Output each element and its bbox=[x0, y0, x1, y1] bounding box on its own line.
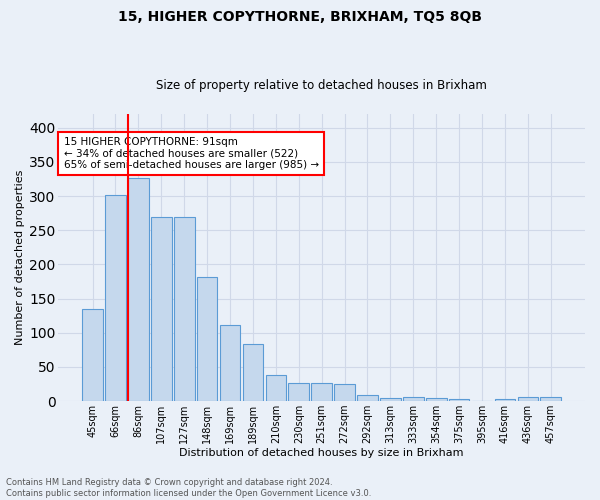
Bar bbox=[82, 309, 103, 401]
Bar bbox=[151, 216, 172, 401]
Bar bbox=[220, 324, 241, 401]
Text: 15 HIGHER COPYTHORNE: 91sqm
← 34% of detached houses are smaller (522)
65% of se: 15 HIGHER COPYTHORNE: 91sqm ← 34% of det… bbox=[64, 137, 319, 170]
Bar bbox=[197, 278, 217, 401]
Bar bbox=[494, 399, 515, 401]
Bar bbox=[242, 344, 263, 401]
Text: 15, HIGHER COPYTHORNE, BRIXHAM, TQ5 8QB: 15, HIGHER COPYTHORNE, BRIXHAM, TQ5 8QB bbox=[118, 10, 482, 24]
Bar bbox=[449, 399, 469, 401]
Bar bbox=[334, 384, 355, 401]
Title: Size of property relative to detached houses in Brixham: Size of property relative to detached ho… bbox=[156, 79, 487, 92]
Bar bbox=[128, 178, 149, 401]
Bar bbox=[266, 375, 286, 401]
Bar bbox=[403, 397, 424, 401]
Bar bbox=[541, 397, 561, 401]
Bar bbox=[426, 398, 446, 401]
Bar bbox=[289, 382, 309, 401]
Bar bbox=[174, 216, 194, 401]
Text: Contains HM Land Registry data © Crown copyright and database right 2024.
Contai: Contains HM Land Registry data © Crown c… bbox=[6, 478, 371, 498]
Bar bbox=[518, 397, 538, 401]
Bar bbox=[105, 194, 126, 401]
Y-axis label: Number of detached properties: Number of detached properties bbox=[15, 170, 25, 345]
Bar bbox=[357, 395, 378, 401]
X-axis label: Distribution of detached houses by size in Brixham: Distribution of detached houses by size … bbox=[179, 448, 464, 458]
Bar bbox=[380, 398, 401, 401]
Bar bbox=[311, 382, 332, 401]
